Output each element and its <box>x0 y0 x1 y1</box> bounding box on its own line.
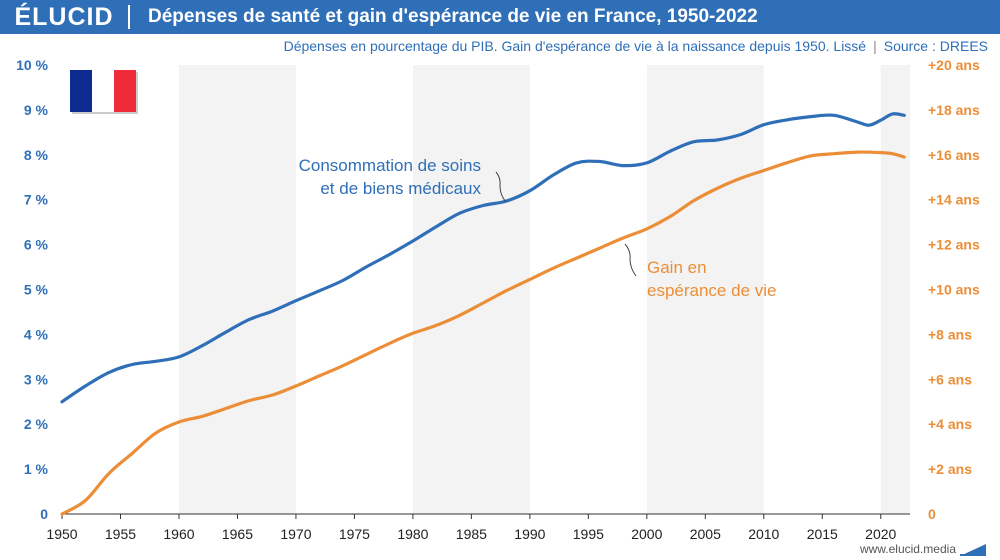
y-right-tick-label: +20 ans <box>928 57 980 73</box>
y-right-tick-label: +16 ans <box>928 147 980 163</box>
y-left-tick-label: 2 % <box>24 416 49 432</box>
y-left-tick-label: 0 <box>40 506 48 522</box>
x-tick-label: 1950 <box>46 526 77 542</box>
x-tick-label: 2010 <box>748 526 779 542</box>
x-tick-label: 2000 <box>631 526 662 542</box>
x-tick-label: 1990 <box>514 526 545 542</box>
logo-separator <box>128 5 130 29</box>
x-tick-label: 2005 <box>690 526 721 542</box>
y-left-tick-label: 4 % <box>24 326 49 342</box>
series-line-health-spending <box>60 112 906 404</box>
x-tick-label: 1965 <box>222 526 253 542</box>
flag-white-stripe <box>92 70 114 112</box>
source-text: Source : DREES <box>883 38 988 54</box>
chart-subtitle: Dépenses en pourcentage du PIB. Gain d'e… <box>284 38 988 54</box>
background-band <box>178 65 296 514</box>
logo: ÉLUCID <box>14 3 114 31</box>
y-right-tick-label: +8 ans <box>928 326 972 342</box>
series-label-health-spending: Consommation de soins <box>299 156 481 175</box>
y-right-tick-label: +18 ans <box>928 102 980 118</box>
series-label-life-expectancy: Gain en <box>647 258 707 277</box>
right-axis: 0 +2 ans +4 ans +6 ans +8 ans +10 ans +12 ans +… <box>928 57 980 522</box>
background-band <box>880 65 910 514</box>
subtitle-text: Dépenses en pourcentage du PIB. Gain d'e… <box>283 38 867 54</box>
page-title: Dépenses de santé et gain d'espérance de… <box>148 6 758 27</box>
x-tick-label: 1955 <box>105 526 136 542</box>
series-group <box>60 112 906 516</box>
leader-line-life-expectancy <box>624 243 637 277</box>
left-axis: 0 1 % 2 % 3 % 4 % 5 % 6 % 7 % 8 % 9 % 10 % <box>16 57 48 522</box>
series-annotations: Consommation de soins et de biens médicau… <box>299 156 777 300</box>
y-left-tick-label: 9 % <box>24 102 49 118</box>
y-left-tick-label: 10 % <box>16 57 48 73</box>
x-tick-label: 1970 <box>280 526 311 542</box>
x-tick-label: 1960 <box>163 526 194 542</box>
flag-blue-stripe <box>70 70 92 112</box>
subtitle-divider: | <box>873 38 877 54</box>
x-tick-label: 2015 <box>807 526 838 542</box>
y-left-tick-label: 1 % <box>24 461 49 477</box>
y-left-tick-label: 3 % <box>24 371 49 387</box>
leader-line-health-spending <box>495 171 507 203</box>
y-right-tick-label: 0 <box>928 506 936 522</box>
y-right-tick-label: +6 ans <box>928 371 972 387</box>
y-right-tick-label: +2 ans <box>928 461 972 477</box>
x-axis: 1950 1955 1960 1965 1970 1975 1980 1985 1990 1995… <box>46 513 910 542</box>
x-tick-label: 1995 <box>573 526 604 542</box>
y-left-tick-label: 8 % <box>24 147 49 163</box>
header-bar: ÉLUCID Dépenses de santé et gain d'espér… <box>0 0 1000 34</box>
y-left-tick-label: 5 % <box>24 282 49 298</box>
y-right-tick-label: +10 ans <box>928 282 980 298</box>
series-line-life-expectancy <box>60 150 906 516</box>
x-tick-label: 1975 <box>339 526 370 542</box>
y-right-tick-label: +12 ans <box>928 237 980 253</box>
y-right-tick-label: +4 ans <box>928 416 972 432</box>
footer-logo-icon <box>960 544 986 556</box>
series-label-health-spending: et de biens médicaux <box>320 179 481 198</box>
x-tick-label: 2020 <box>865 526 896 542</box>
y-left-tick-label: 6 % <box>24 237 49 253</box>
flag-red-stripe <box>114 70 136 112</box>
footer-url[interactable]: www.elucid.media <box>859 542 956 556</box>
x-tick-label: 1980 <box>397 526 428 542</box>
x-tick-label: 1985 <box>456 526 487 542</box>
background-bands <box>178 65 910 514</box>
series-label-life-expectancy: espérance de vie <box>647 281 776 300</box>
y-left-tick-label: 7 % <box>24 192 49 208</box>
france-flag-icon <box>70 70 138 114</box>
y-right-tick-label: +14 ans <box>928 192 980 208</box>
